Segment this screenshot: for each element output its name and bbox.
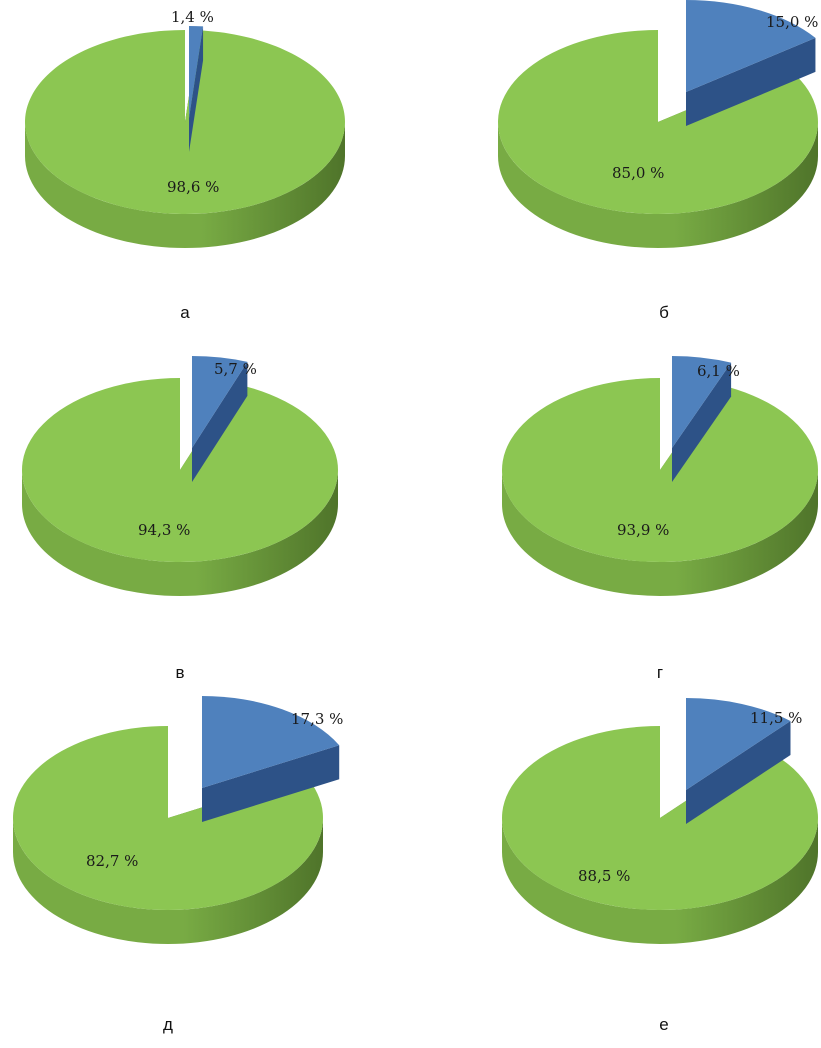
slice-side-main <box>502 470 818 596</box>
slice-cut-small <box>202 745 340 822</box>
data-label-small: 5,7 % <box>214 360 257 378</box>
slice-small <box>202 696 340 788</box>
slice-main <box>13 726 323 911</box>
data-label-main: 88,5 % <box>578 867 630 885</box>
data-label-small: 1,4 % <box>171 8 214 26</box>
data-label-main: 94,3 % <box>138 521 190 539</box>
slice-side-main <box>22 470 338 596</box>
pie-chart: 85,0 % 15,0 % б <box>498 0 818 322</box>
pie-chart: 93,9 % 6,1 % г <box>502 356 818 682</box>
chart-caption: г <box>657 663 663 682</box>
chart-caption: б <box>659 303 669 322</box>
chart-caption: в <box>175 663 184 682</box>
slice-small <box>192 356 248 448</box>
slice-small <box>189 26 204 118</box>
slice-cut-small <box>189 26 204 153</box>
slice-side-main <box>25 122 345 248</box>
chart-caption: е <box>659 1015 668 1034</box>
pie-chart: 88,5 % 11,5 % е <box>502 698 819 1034</box>
slice-main <box>502 377 818 562</box>
slice-main <box>25 30 346 214</box>
data-label-main: 85,0 % <box>612 164 664 182</box>
slice-small <box>686 698 791 790</box>
slice-side-main <box>13 818 323 944</box>
data-label-main: 82,7 % <box>86 852 138 870</box>
slice-cut-small <box>686 37 816 127</box>
slice-cut-small <box>192 361 248 482</box>
slice-cut-small <box>672 362 732 482</box>
data-label-small: 11,5 % <box>750 709 802 727</box>
data-label-main: 93,9 % <box>617 521 669 539</box>
slice-cut-small <box>686 720 791 824</box>
slice-main <box>21 378 338 562</box>
slice-main <box>498 30 818 215</box>
data-label-main: 98,6 % <box>167 178 219 196</box>
slice-small <box>672 356 732 448</box>
slice-side-main <box>498 122 818 248</box>
data-label-small: 17,3 % <box>291 710 343 728</box>
slice-small <box>686 0 816 92</box>
pie-chart: 82,7 % 17,3 % д <box>13 696 343 1034</box>
pie-chart: 94,3 % 5,7 % в <box>21 356 338 682</box>
slice-side-main <box>502 818 818 944</box>
data-label-small: 6,1 % <box>697 362 740 380</box>
data-label-small: 15,0 % <box>766 13 818 31</box>
chart-caption: д <box>163 1015 173 1034</box>
pie-chart: 98,6 % 1,4 % а <box>25 8 346 322</box>
chart-caption: а <box>180 303 190 322</box>
